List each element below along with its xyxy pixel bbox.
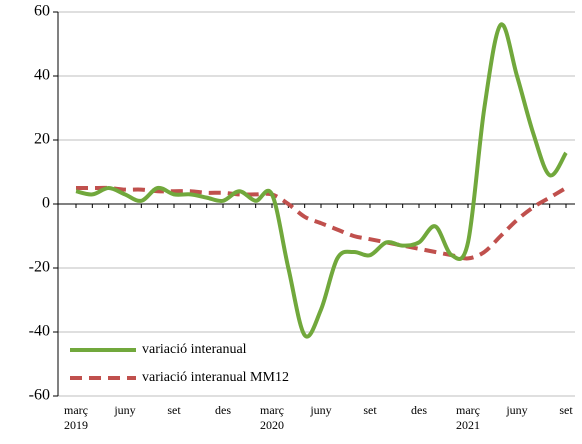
y-tick-label: 60 — [34, 3, 50, 20]
x-tick-label: set — [363, 403, 377, 417]
legend-label: variació interanual MM12 — [142, 370, 289, 385]
y-tick-label: 40 — [34, 67, 50, 84]
x-tick-label: juny — [113, 403, 135, 417]
x-tick-label: set — [167, 403, 181, 417]
x-tick-label: des — [411, 403, 427, 417]
x-year-label: 2019 — [64, 418, 88, 432]
legend-label: variació interanual — [142, 342, 247, 357]
y-tick-label: -20 — [29, 259, 50, 276]
x-tick-label: març — [260, 403, 284, 417]
x-year-label: 2021 — [456, 418, 480, 432]
series-line — [75, 22, 568, 339]
x-tick-label: des — [215, 403, 231, 417]
x-tick-label: març — [64, 403, 88, 417]
series-line — [76, 185, 568, 261]
y-tick-label: 0 — [42, 195, 50, 212]
y-tick-label: -40 — [29, 323, 50, 340]
x-tick-label: juny — [505, 403, 527, 417]
x-tick-label: juny — [309, 403, 331, 417]
y-tick-label: 20 — [34, 131, 50, 148]
x-tick-label: març — [456, 403, 480, 417]
x-tick-label: set — [559, 403, 573, 417]
y-tick-label: -60 — [29, 387, 50, 404]
x-year-label: 2020 — [260, 418, 284, 432]
